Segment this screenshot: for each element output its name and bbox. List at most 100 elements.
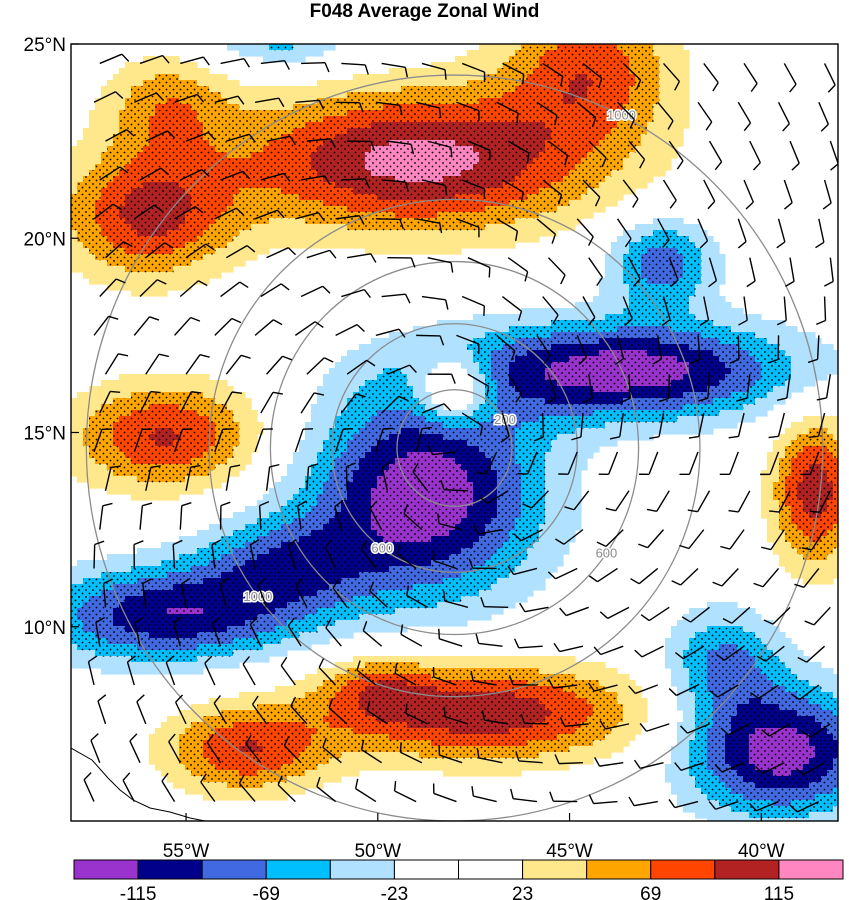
wind-barb — [219, 501, 231, 530]
wind-barb — [179, 280, 208, 298]
wind-barb — [145, 353, 169, 375]
wind-barb — [142, 578, 152, 608]
wind-barb — [536, 101, 558, 126]
wind-barb — [804, 606, 831, 626]
wind-barb — [173, 616, 183, 647]
wind-barb — [500, 412, 510, 443]
wind-barb — [185, 464, 201, 491]
wind-barb — [295, 578, 308, 608]
wind-barb — [496, 334, 516, 361]
wind-barb — [639, 451, 659, 476]
wind-barb — [809, 490, 831, 513]
wind-barb — [687, 490, 711, 513]
wind-barb — [461, 295, 485, 316]
wind-barb — [265, 463, 280, 491]
wind-barb — [375, 101, 403, 116]
wind-barb — [260, 391, 283, 414]
wind-barb — [99, 278, 126, 298]
wind-barb — [300, 392, 325, 414]
wind-barb — [599, 606, 630, 620]
wind-barb — [83, 772, 95, 802]
wind-barb — [657, 218, 670, 248]
wind-barb — [369, 581, 388, 608]
wind-barb — [99, 502, 113, 530]
wind-barb — [105, 129, 135, 142]
wind-barb — [502, 295, 523, 321]
wind-barb — [421, 403, 452, 414]
wind-barb — [387, 364, 417, 375]
wind-barb — [95, 616, 105, 647]
wind-barb — [818, 101, 830, 132]
wind-barb — [549, 791, 578, 803]
range-ring-label: 1000 — [243, 589, 272, 604]
wind-barb — [136, 694, 147, 725]
wind-barb — [633, 759, 664, 770]
wind-barb — [743, 179, 754, 210]
wind-barb — [522, 490, 549, 509]
wind-barb — [646, 490, 670, 512]
wind-barb — [440, 479, 468, 492]
colorbar-label: 69 — [640, 884, 661, 900]
wind-barb — [375, 218, 404, 229]
wind-barb — [266, 355, 293, 375]
colorbar-label: -69 — [253, 884, 280, 900]
wind-barb — [628, 796, 658, 807]
coastline — [71, 747, 206, 821]
wind-barb — [628, 684, 659, 695]
wind-barb — [254, 428, 273, 453]
colorbar-label: -115 — [120, 884, 157, 900]
wind-barb — [807, 335, 820, 364]
wind-barb — [628, 140, 646, 169]
wind-barb — [174, 205, 204, 220]
colorbar-label: -23 — [381, 884, 408, 900]
wind-barb — [165, 655, 176, 686]
wind-barb — [362, 621, 383, 647]
wind-barb — [277, 775, 296, 803]
coastline-layer — [71, 747, 206, 821]
wind-barb — [258, 501, 270, 530]
wind-barb — [295, 99, 325, 110]
colorbar-swatch — [714, 859, 780, 880]
wind-barb — [795, 762, 825, 776]
wind-barb — [104, 465, 121, 491]
wind-barb — [213, 694, 227, 725]
wind-barb — [630, 567, 659, 585]
wind-barb — [93, 540, 105, 569]
wind-barb — [168, 733, 181, 764]
wind-barb — [175, 694, 187, 725]
wind-barb — [325, 618, 342, 647]
wind-barb — [260, 283, 290, 298]
wind-barb — [90, 733, 101, 763]
wind-barb — [456, 101, 480, 121]
wind-barb — [461, 412, 484, 436]
wind-barb — [421, 295, 449, 310]
wind-barb — [356, 660, 377, 686]
colorbar-swatch — [586, 859, 652, 880]
wind-barb — [174, 93, 205, 103]
wind-barb — [415, 101, 442, 118]
wind-barb — [415, 426, 433, 453]
wind-barb — [287, 617, 302, 647]
wind-barb — [777, 101, 791, 132]
wind-barb — [396, 544, 417, 570]
wind-barb — [99, 166, 129, 181]
y-tick-label: 20°N — [24, 229, 66, 250]
wind-barb — [139, 279, 167, 298]
wind-barb — [558, 451, 578, 475]
wind-barb — [249, 616, 262, 647]
wind-barb — [640, 606, 670, 622]
wind-barb — [211, 616, 222, 647]
wind-barb — [789, 140, 800, 171]
range-ring-label: 600 — [596, 545, 618, 560]
wind-barb — [134, 92, 164, 103]
wind-barb — [800, 451, 820, 476]
wind-barb — [542, 62, 564, 87]
wind-barb — [470, 670, 497, 686]
wind-barb — [387, 256, 416, 268]
wind-barb — [679, 723, 710, 734]
wind-barb — [496, 218, 519, 241]
wind-barb — [476, 748, 503, 764]
wind-barb — [105, 241, 133, 259]
wind-barb — [99, 390, 121, 414]
